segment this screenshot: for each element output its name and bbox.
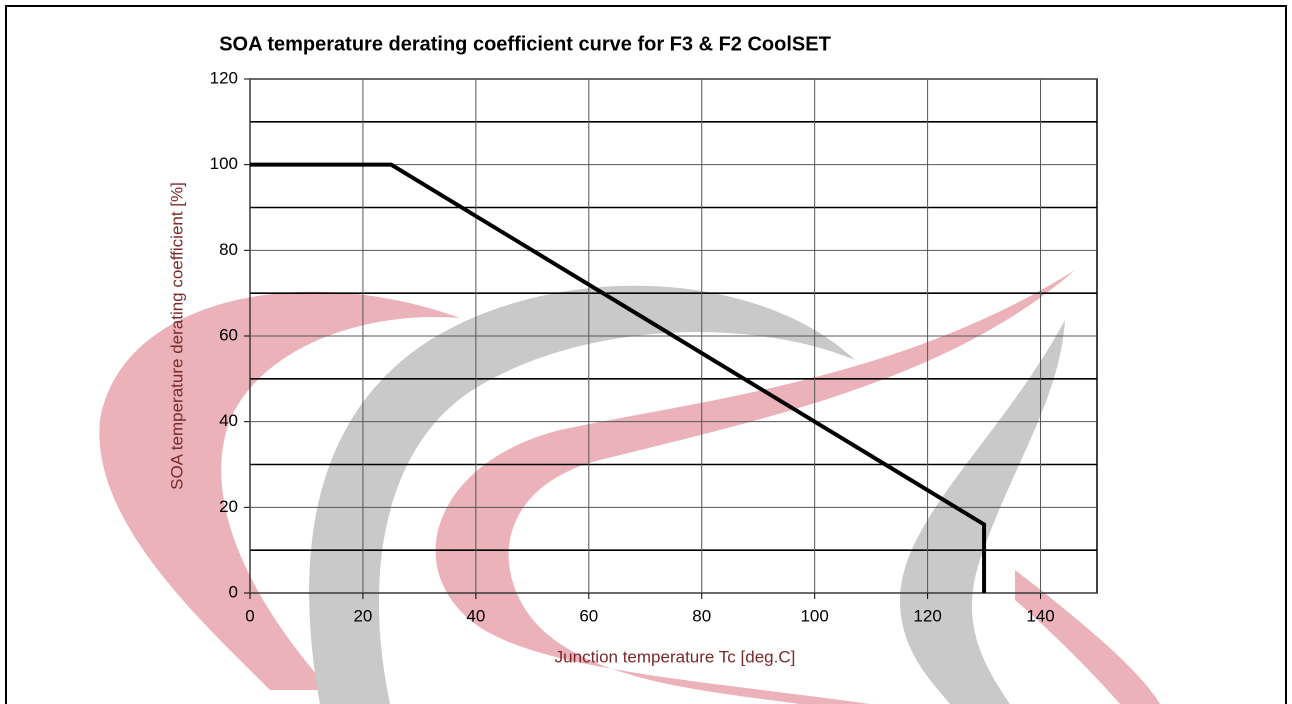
x-tick-label: 20 [353, 606, 372, 625]
x-tick-label: 80 [692, 606, 711, 625]
x-tick-label: 60 [579, 606, 598, 625]
y-tick-label: 40 [219, 411, 238, 430]
chart-title: SOA temperature derating coefficient cur… [219, 33, 831, 55]
x-tick-label: 120 [913, 606, 941, 625]
y-tick-label: 0 [229, 582, 238, 601]
frame [5, 5, 1287, 704]
x-tick-label: 140 [1026, 606, 1054, 625]
y-tick-label: 100 [210, 154, 238, 173]
x-axis-label: Junction temperature Tc [deg.C] [555, 647, 796, 666]
x-tick-label: 100 [800, 606, 828, 625]
x-tick-label: 0 [245, 606, 254, 625]
y-tick-label: 60 [219, 325, 238, 344]
y-tick-label: 120 [210, 68, 238, 87]
y-axis-label: SOA temperature derating coefficient [%] [167, 182, 186, 490]
data-line [250, 162, 987, 593]
y-tick-label: 20 [219, 497, 238, 516]
watermark [99, 270, 1160, 704]
x-tick-label: 40 [466, 606, 485, 625]
y-tick-label: 80 [219, 240, 238, 259]
